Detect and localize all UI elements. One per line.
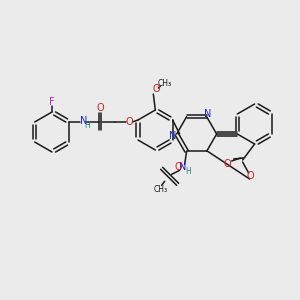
Text: H: H (84, 121, 90, 130)
Text: N: N (80, 116, 87, 126)
Text: O: O (97, 103, 104, 113)
Text: O: O (125, 117, 133, 127)
Text: N: N (169, 131, 176, 141)
Text: O: O (152, 84, 160, 94)
Text: CH₃: CH₃ (157, 80, 171, 88)
Text: H: H (185, 167, 191, 176)
Text: N: N (179, 162, 186, 172)
Text: O: O (247, 171, 254, 181)
Text: N: N (204, 109, 211, 119)
Text: O: O (224, 159, 232, 169)
Text: F: F (49, 97, 55, 107)
Text: CH₃: CH₃ (154, 185, 168, 194)
Text: O: O (175, 162, 182, 172)
